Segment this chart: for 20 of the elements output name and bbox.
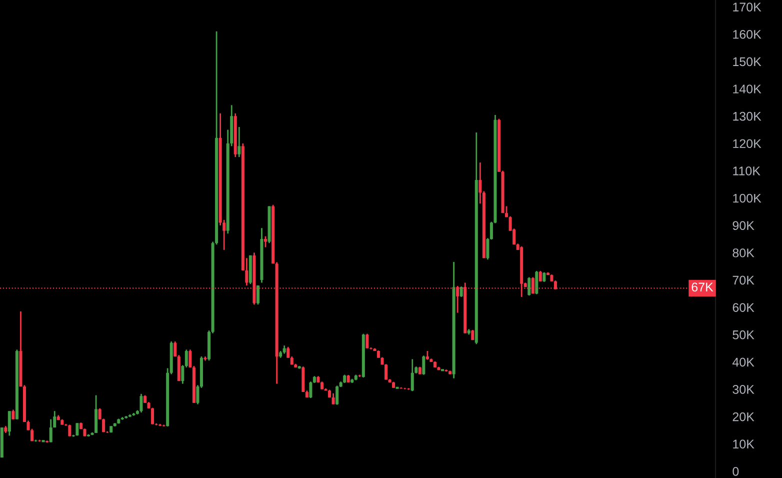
- y-tick-label: 120K: [733, 139, 762, 148]
- y-tick-label: 140K: [733, 84, 762, 94]
- y-tick-label: 70K: [732, 276, 754, 285]
- y-tick-label: 10K: [733, 440, 754, 449]
- y-tick-label: 150K: [733, 57, 762, 66]
- y-tick-label: 30K: [732, 385, 754, 394]
- candlestick: [0, 426, 4, 458]
- y-tick-label: 60K: [732, 303, 754, 312]
- y-tick-label: 90K: [732, 221, 754, 230]
- y-tick-label: 0: [732, 466, 739, 476]
- y-tick-label: 20K: [732, 412, 754, 422]
- y-tick-label: 160K: [733, 30, 762, 39]
- y-tick-label: 110K: [733, 166, 760, 176]
- ref-line-label: 67K: [692, 282, 714, 292]
- y-tick-label: 50K: [732, 330, 754, 340]
- y-tick-label: 100K: [733, 194, 762, 203]
- y-tick-label: 170K: [733, 2, 762, 12]
- y-tick-label: 40K: [732, 358, 754, 367]
- y-tick-label: 80K: [732, 248, 754, 258]
- y-tick-label: 130K: [733, 112, 762, 121]
